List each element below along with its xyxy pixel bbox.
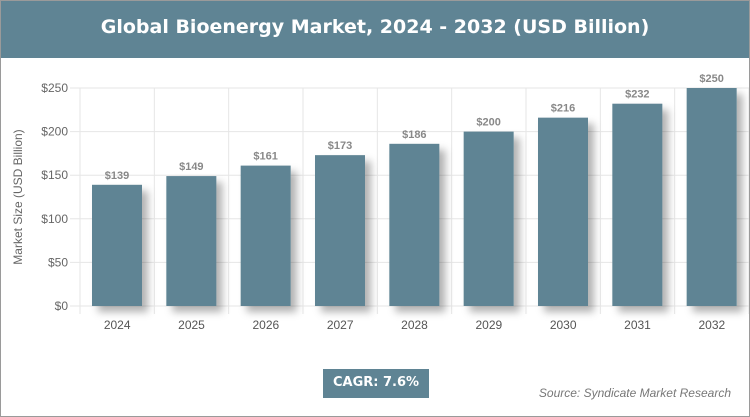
- data-label: $250: [699, 73, 723, 85]
- data-label: $173: [328, 140, 352, 152]
- x-tick-label: 2028: [401, 318, 428, 332]
- data-label: $186: [402, 129, 426, 141]
- x-tick-label: 2030: [550, 318, 577, 332]
- x-tick-label: 2026: [252, 318, 279, 332]
- data-label: $161: [253, 151, 277, 163]
- bar: [686, 88, 737, 306]
- bar: [538, 117, 588, 306]
- y-tick-label: $100: [41, 212, 68, 226]
- y-tick-label: $50: [48, 255, 68, 269]
- chart-title: Global Bioenergy Market, 2024 - 2032 (US…: [1, 1, 749, 58]
- y-tick-label: $200: [41, 125, 68, 139]
- x-tick-label: 2024: [104, 318, 131, 332]
- x-tick-label: 2029: [475, 318, 502, 332]
- x-tick-label: 2032: [698, 318, 725, 332]
- y-tick-label: $150: [41, 168, 68, 182]
- bar: [92, 184, 142, 306]
- data-label: $139: [105, 170, 129, 182]
- bar: [389, 143, 440, 306]
- y-tick-label: $250: [41, 81, 68, 95]
- bar-chart: $0 $50 $100 $150 $200 $250 $139 2024 $149 2025 $16…: [11, 73, 749, 332]
- y-tick-label: $0: [55, 299, 69, 313]
- x-tick-label: 2031: [624, 318, 651, 332]
- data-label: $149: [179, 161, 203, 173]
- bar: [240, 165, 291, 306]
- bar: [463, 131, 514, 306]
- bar: [166, 176, 217, 306]
- source-note: Source: Syndicate Market Research: [538, 386, 731, 400]
- y-axis-label: Market Size (USD Billion): [11, 129, 25, 264]
- bar: [315, 155, 365, 306]
- data-label: $216: [551, 103, 575, 115]
- x-tick-label: 2027: [327, 318, 354, 332]
- bar: [612, 103, 663, 306]
- x-tick-label: 2025: [178, 318, 205, 332]
- data-label: $200: [476, 117, 500, 129]
- data-label: $232: [625, 89, 649, 101]
- cagr-badge: CAGR: 7.6%: [323, 369, 429, 398]
